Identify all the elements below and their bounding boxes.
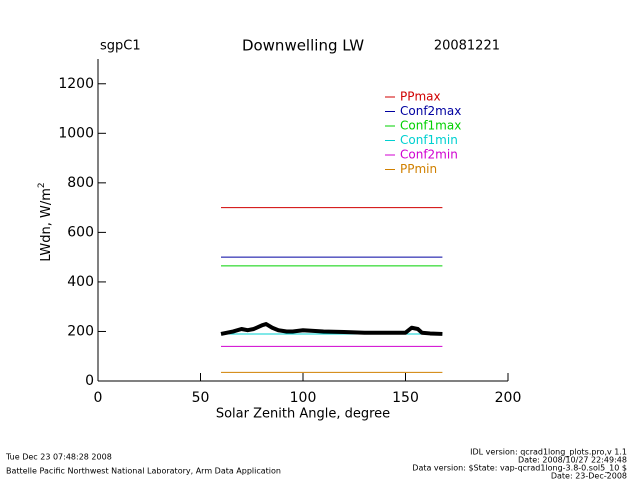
y-tick-label: 0	[85, 373, 94, 389]
y-tick-label: 400	[67, 274, 94, 290]
x-axis-label: Solar Zenith Angle, degree	[216, 407, 390, 422]
date-label: 20081221	[434, 39, 500, 54]
footer-right: Date: 23-Dec-2008	[551, 472, 627, 480]
legend-label: PPmin	[400, 162, 437, 176]
site-label: sgpC1	[100, 39, 141, 54]
footer-right: IDL version: qcrad1long_plots.pro,v 1.1	[470, 448, 627, 457]
y-tick-label: 800	[67, 175, 94, 191]
y-axis-label: LWdn, W/m2	[37, 182, 54, 261]
y-axis-label-superscript: 2	[37, 182, 47, 188]
y-tick-label: 600	[67, 224, 94, 240]
x-tick-label: 0	[94, 390, 103, 406]
legend-label: Conf2max	[400, 104, 461, 118]
footer-left: Battelle Pacific Northwest National Labo…	[6, 467, 281, 476]
y-tick-label: 1200	[58, 76, 94, 92]
x-tick-label: 150	[392, 390, 419, 406]
legend-label: Conf2min	[400, 148, 458, 162]
legend-label: PPmax	[400, 90, 441, 104]
legend-label: Conf1max	[400, 119, 461, 133]
x-tick-label: 100	[290, 390, 317, 406]
legend-label: Conf1min	[400, 133, 458, 147]
footer-left: Tue Dec 23 07:48:28 2008	[5, 453, 112, 462]
footer-right: Data version: $State: vap-qcrad1long-3.8…	[412, 464, 627, 473]
y-tick-label: 200	[67, 323, 94, 339]
y-tick-label: 1000	[58, 125, 94, 141]
data-line	[220, 322, 443, 336]
chart-title: Downwelling LW	[242, 37, 364, 55]
x-tick-label: 50	[192, 390, 210, 406]
x-tick-label: 200	[495, 390, 522, 406]
y-axis-label-text: LWdn, W/m	[39, 188, 54, 262]
footer-right: Date: 2008/10/27 22:49:48	[518, 456, 627, 465]
